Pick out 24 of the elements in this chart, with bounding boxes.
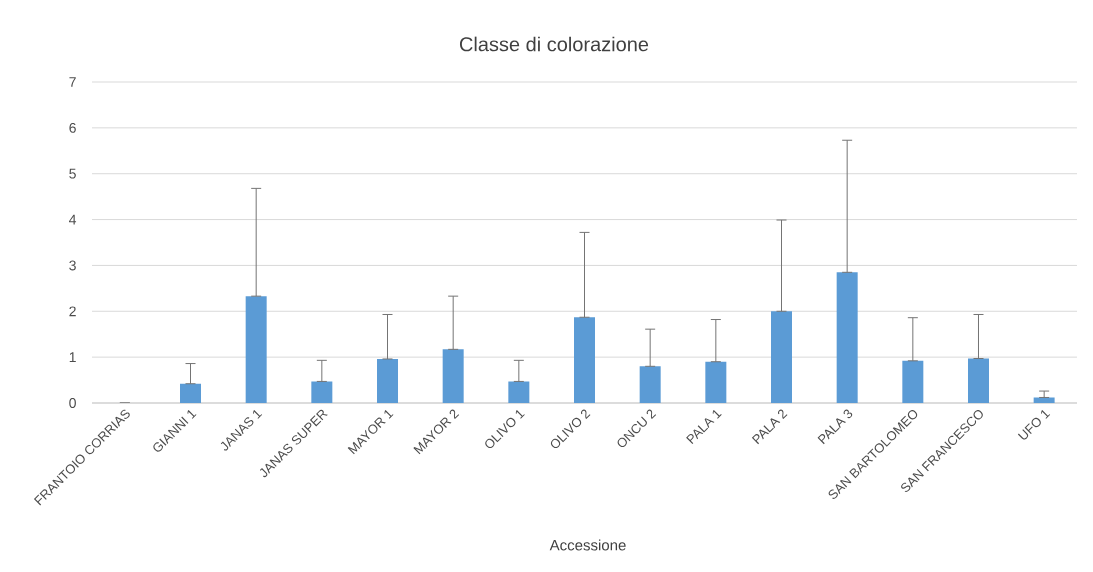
y-tick-label: 3 [69, 260, 76, 271]
y-tick-label: 4 [69, 214, 77, 225]
chart-title: Classe di colorazione [459, 36, 649, 52]
bar [442, 349, 464, 403]
bar [639, 366, 661, 403]
y-tick-label: 2 [69, 306, 76, 317]
y-tick-label: 1 [69, 352, 76, 362]
bar [1033, 397, 1055, 403]
bar [836, 272, 858, 403]
bar [377, 358, 399, 403]
bar [180, 383, 202, 403]
y-tick-label: 6 [69, 122, 76, 133]
bar [705, 361, 727, 403]
y-tick-label: 5 [69, 168, 76, 179]
bar [574, 317, 596, 403]
bar [902, 360, 924, 403]
bar [311, 381, 333, 403]
x-axis-title: Accessione [549, 539, 626, 551]
bar [508, 381, 530, 403]
y-tick-label: 0 [69, 398, 76, 408]
bar [968, 358, 989, 403]
bar [245, 296, 267, 403]
y-tick-label: 7 [69, 77, 76, 87]
bar [771, 311, 792, 403]
